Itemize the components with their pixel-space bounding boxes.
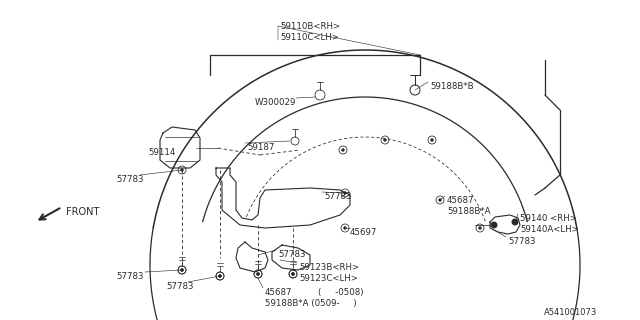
Text: 57783: 57783 xyxy=(508,237,536,246)
Circle shape xyxy=(491,222,497,228)
Text: 59123B<RH>: 59123B<RH> xyxy=(299,263,359,272)
Text: 59110B<RH>: 59110B<RH> xyxy=(280,22,340,31)
Text: 59188B*A (0509-     ): 59188B*A (0509- ) xyxy=(265,299,356,308)
Text: 59188B*B: 59188B*B xyxy=(430,82,474,91)
Text: 57783: 57783 xyxy=(116,272,143,281)
Text: A541001073: A541001073 xyxy=(544,308,597,317)
Circle shape xyxy=(431,139,433,141)
Circle shape xyxy=(292,273,294,275)
Circle shape xyxy=(181,269,183,271)
Text: 57783: 57783 xyxy=(166,282,193,291)
Circle shape xyxy=(344,192,346,194)
Circle shape xyxy=(342,149,344,151)
Text: FRONT: FRONT xyxy=(66,207,99,217)
Circle shape xyxy=(512,219,518,225)
Circle shape xyxy=(219,275,221,277)
Text: 59123C<LH>: 59123C<LH> xyxy=(299,274,358,283)
Circle shape xyxy=(181,269,183,271)
Text: 59187: 59187 xyxy=(247,143,275,152)
Circle shape xyxy=(257,273,259,275)
Text: (     -0508): ( -0508) xyxy=(318,288,364,297)
Circle shape xyxy=(181,169,183,171)
Text: 59140A<LH>: 59140A<LH> xyxy=(520,225,579,234)
Circle shape xyxy=(292,273,294,275)
Circle shape xyxy=(344,227,346,229)
Text: 59188B*A: 59188B*A xyxy=(447,207,490,216)
Text: 57783: 57783 xyxy=(116,175,143,184)
Text: W300029: W300029 xyxy=(255,98,296,107)
Circle shape xyxy=(439,199,441,201)
Text: 59140 <RH>: 59140 <RH> xyxy=(520,214,577,223)
Text: 45697: 45697 xyxy=(350,228,378,237)
Text: 45687: 45687 xyxy=(265,288,292,297)
Text: 59114: 59114 xyxy=(148,148,175,157)
Text: 59110C<LH>: 59110C<LH> xyxy=(280,33,339,42)
Text: 45687: 45687 xyxy=(447,196,474,205)
Circle shape xyxy=(257,273,259,275)
Text: 57783: 57783 xyxy=(324,192,351,201)
Circle shape xyxy=(384,139,386,141)
Circle shape xyxy=(479,227,481,229)
Text: 57783: 57783 xyxy=(278,250,305,259)
Circle shape xyxy=(219,275,221,277)
